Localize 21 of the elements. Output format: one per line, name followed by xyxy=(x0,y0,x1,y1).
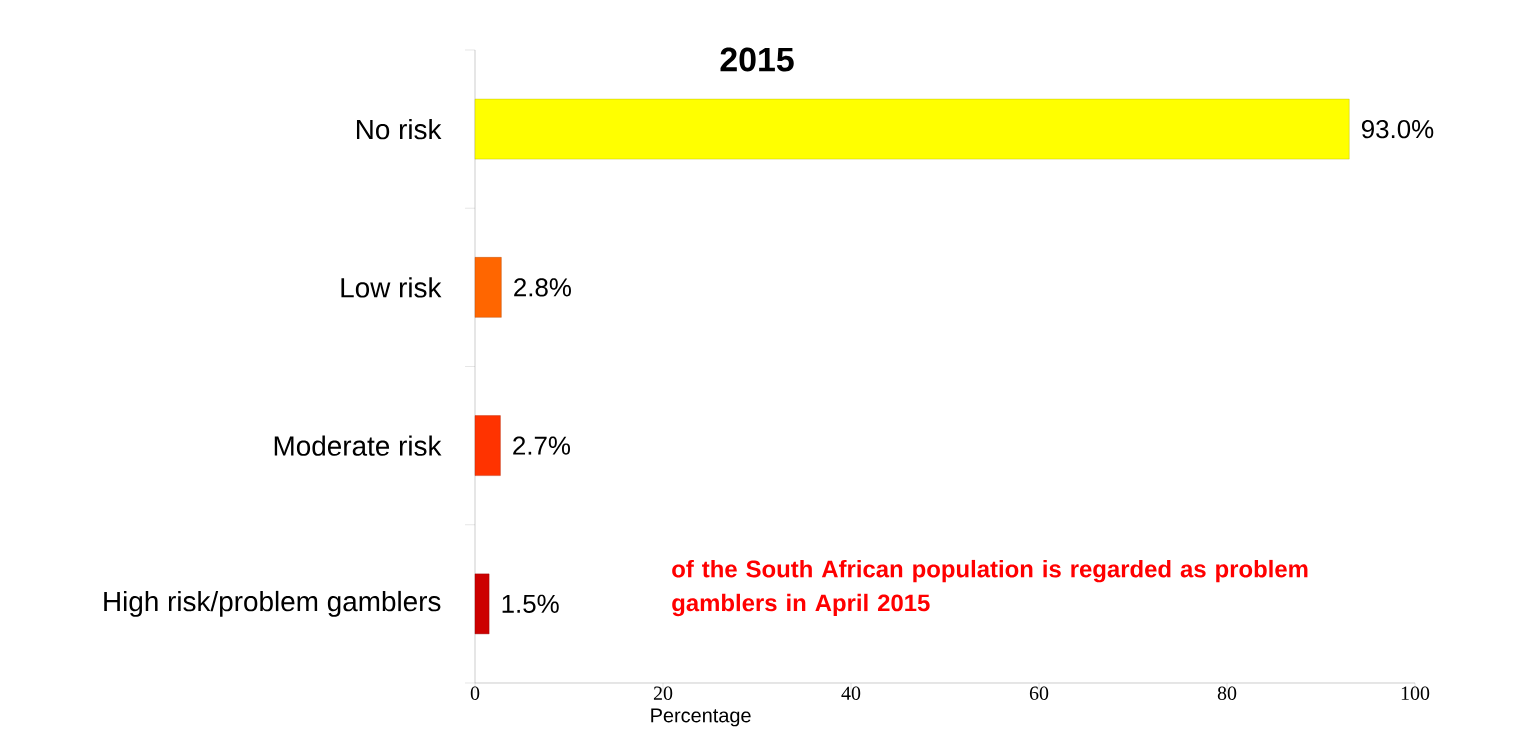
x-tick-label: 40 xyxy=(841,686,861,700)
x-tick-label: 100 xyxy=(1401,686,1430,700)
x-tick-label: 60 xyxy=(1029,686,1049,700)
y-tick-label: High risk/problem gamblers xyxy=(104,590,441,617)
x-tick-label: 20 xyxy=(653,686,673,700)
annotation: of the South African population is regarded as problem gamblers in April 2015 xyxy=(672,559,1308,617)
bar xyxy=(474,257,502,318)
data-label: 2.8% xyxy=(514,278,571,297)
x-tick-label: 80 xyxy=(1217,686,1237,700)
x-axis-title: Percentage xyxy=(651,708,751,727)
bar xyxy=(474,573,490,635)
bar xyxy=(474,98,1350,160)
data-label: 2.7% xyxy=(513,436,571,455)
x-tick-label: 0 xyxy=(470,686,480,700)
y-tick-label: Low risk xyxy=(341,277,442,298)
y-tick-label: No risk xyxy=(356,118,442,140)
chart-title: 2015 xyxy=(720,47,794,72)
bar xyxy=(474,415,501,476)
y-tick-label: Moderate risk xyxy=(274,435,442,456)
data-label: 93.0% xyxy=(1361,119,1434,139)
data-label: 1.5% xyxy=(502,594,559,613)
